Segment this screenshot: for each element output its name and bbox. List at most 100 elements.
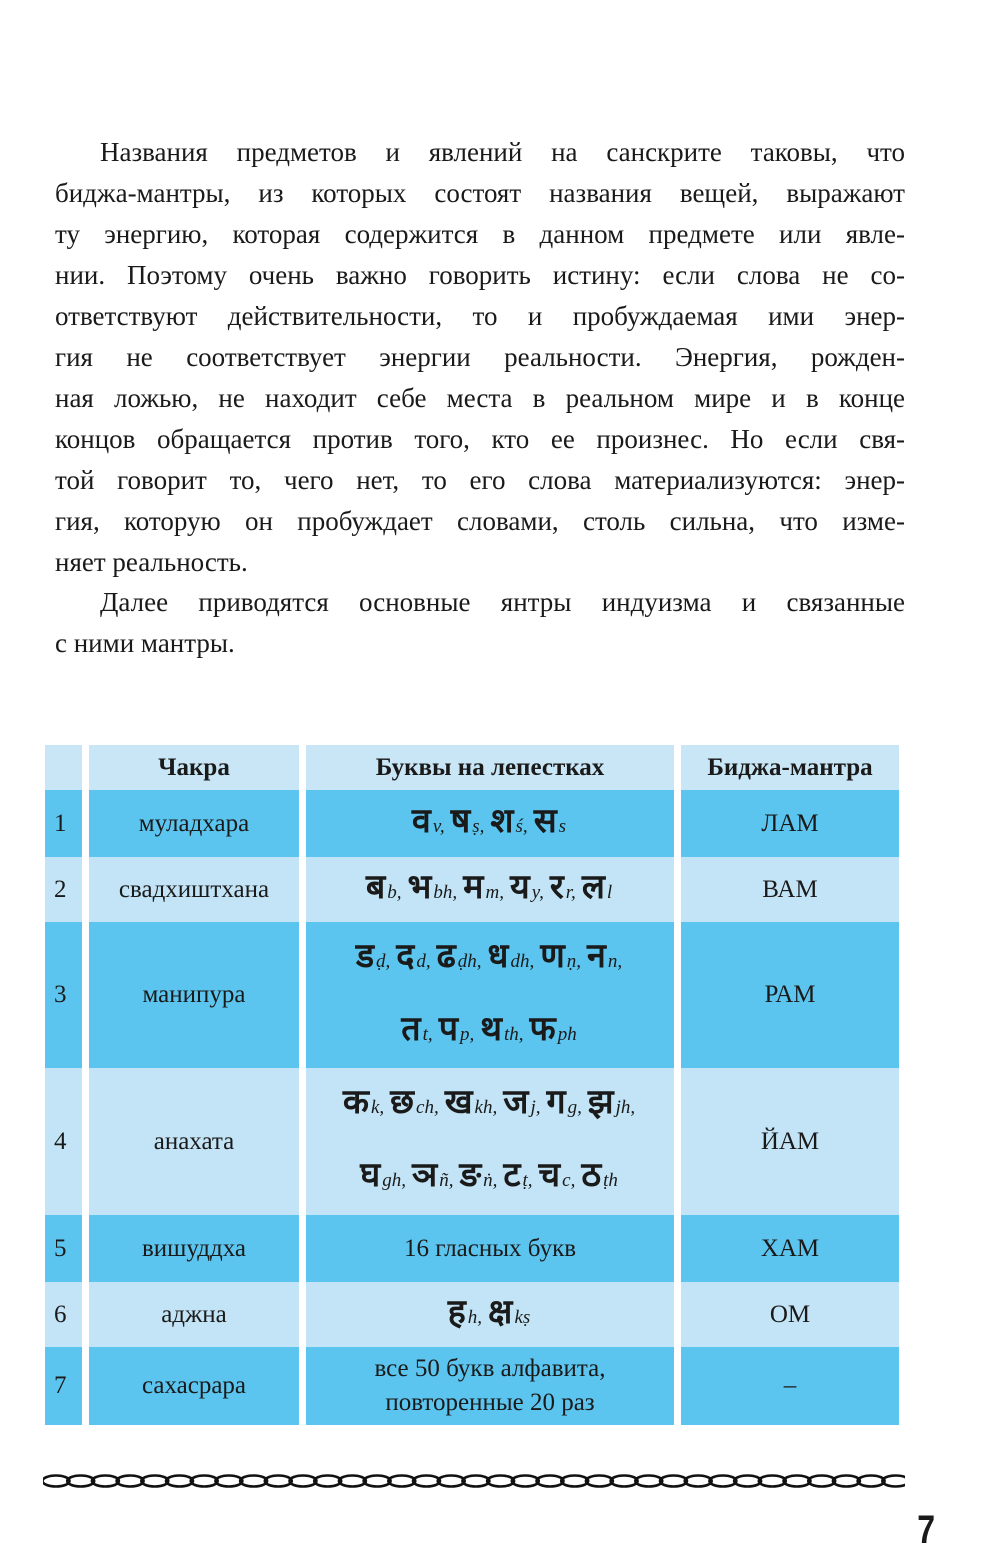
petal-letters: ब b, भ bh, म m, य y, र r, ल l (306, 857, 674, 922)
chain-link (238, 1474, 269, 1488)
chakra-name: муладхара (89, 790, 299, 857)
row-number: 7 (45, 1347, 82, 1425)
transliteration: ṭ, (522, 1170, 533, 1192)
transliteration: c, (562, 1170, 576, 1192)
text-line: ная ложью, не находит себе места в реаль… (55, 383, 905, 413)
chain-link (90, 1474, 121, 1488)
transliteration: ś, (515, 815, 528, 837)
chain-link (411, 1474, 442, 1488)
devanagari-letter: क (342, 1081, 369, 1122)
table-row: 5 вишуддха 16 гласных букв ХАМ (45, 1215, 900, 1282)
transliteration: ḍ, (376, 950, 391, 972)
chain-link (288, 1474, 318, 1488)
devanagari-letter: य (509, 866, 530, 907)
text-line: Далее приводятся основные янтры индуизма… (100, 587, 905, 617)
transliteration: ṇ, (566, 950, 582, 972)
text-line: концов обращается против того, кто ее пр… (55, 424, 905, 454)
devanagari-letter: ङ (459, 1155, 482, 1196)
text-line: няет реальность. (55, 547, 248, 577)
header-number (45, 745, 82, 790)
devanagari-letter: ण (540, 935, 565, 976)
transliteration: kh, (474, 1096, 498, 1118)
chakra-name: вишуддха (89, 1215, 299, 1282)
table-row: 4 анахата क k, छ ch, ख kh, ज j, ग g, झ jh, घ gh, ञ ñ, ङ ṅ, ट… (45, 1068, 900, 1215)
transliteration: k, (370, 1096, 385, 1118)
devanagari-letter: त (401, 1008, 421, 1049)
row-number: 1 (45, 790, 82, 857)
transliteration: n, (607, 950, 623, 972)
transliteration: kṣ (514, 1306, 531, 1328)
chakra-name: манипура (89, 922, 299, 1068)
transliteration: t, (422, 1023, 433, 1045)
devanagari-letter: ष (450, 800, 471, 841)
devanagari-letter: फ (529, 1008, 556, 1049)
transliteration: d, (416, 950, 431, 972)
chain-link (263, 1474, 294, 1488)
devanagari-letter: ग (546, 1081, 566, 1122)
chain-link (461, 1474, 491, 1488)
table-header-row: Чакра Буквы на лепестках Биджа-мантра (45, 745, 900, 790)
devanagari-letter: क्ष (488, 1291, 513, 1332)
devanagari-letter: झ (587, 1081, 614, 1122)
header-chakra: Чакра (89, 745, 299, 790)
transliteration: ṅ, (483, 1170, 498, 1192)
devanagari-letter: र (549, 866, 564, 907)
devanagari-letter: च (538, 1155, 561, 1196)
letter-line: क k, छ ch, ख kh, ज j, ग g, झ jh, (341, 1085, 639, 1125)
transliteration: b, (387, 881, 402, 903)
chain-link (732, 1474, 763, 1488)
paragraph-1: Названия предметов и явлений на санскрит… (55, 132, 905, 583)
transliteration: th, (503, 1023, 524, 1045)
chakra-name: анахата (89, 1068, 299, 1215)
transliteration: ñ, (439, 1170, 454, 1192)
header-mantra: Биджа-мантра (681, 745, 899, 790)
transliteration: r, (565, 881, 576, 903)
chakra-name: свадхиштхана (89, 857, 299, 922)
chakra-name: сахасрара (89, 1347, 299, 1425)
chain-link (584, 1474, 615, 1488)
transliteration: ch, (416, 1096, 439, 1118)
transliteration: ph (557, 1023, 577, 1045)
transliteration: l (606, 881, 613, 903)
devanagari-letter: घ (360, 1155, 381, 1196)
letter-line: त t, प p, थ th, फ ph (399, 1012, 580, 1052)
devanagari-letter: व (411, 800, 431, 841)
chakra-name: аджна (89, 1282, 299, 1347)
row-number: 2 (45, 857, 82, 922)
chain-link (831, 1474, 862, 1488)
letter-line: व v, ष ṣ, श ś, स s (410, 804, 570, 844)
devanagari-letter: थ (480, 1008, 502, 1049)
transliteration: jh, (615, 1096, 636, 1118)
transliteration: y, (531, 881, 544, 903)
devanagari-letter: स (533, 800, 557, 841)
row-number: 6 (45, 1282, 82, 1347)
chain-link (164, 1474, 195, 1488)
chain-link (386, 1474, 417, 1488)
chain-link (436, 1474, 467, 1488)
devanagari-letter: म (463, 866, 484, 907)
page-number: 7 (917, 1508, 935, 1552)
transliteration: j, (530, 1096, 541, 1118)
letters-text: повторенные 20 раз (385, 1389, 595, 1416)
transliteration: ḍh, (457, 950, 482, 972)
text-line: биджа-мантры, из которых состоят названи… (55, 178, 905, 208)
devanagari-letter: ध (487, 935, 509, 976)
petal-letters: क k, छ ch, ख kh, ज j, ग g, झ jh, घ gh, ञ ñ, ङ ṅ, ट ṭ, च c, ठ ṭh (306, 1068, 674, 1215)
chain-link (485, 1474, 516, 1488)
table-row: 2 свадхиштхана ब b, भ bh, म m, य y, र r, ल l ВАМ (45, 857, 900, 922)
devanagari-letter: भ (407, 866, 432, 907)
bija-mantra: ЛАМ (681, 790, 899, 857)
chain-link (633, 1474, 664, 1488)
chain-link (806, 1474, 837, 1488)
devanagari-letter: ह (447, 1291, 466, 1332)
row-number: 3 (45, 922, 82, 1068)
text-line: гия не соответствует энергии реальности.… (55, 342, 905, 372)
text-line: Названия предметов и явлений на санскрит… (100, 137, 905, 167)
petal-letters: ह h, क्ष kṣ (306, 1282, 674, 1347)
header-letters: Буквы на лепестках (306, 745, 674, 790)
chain-link (312, 1474, 343, 1488)
transliteration: bh, (433, 881, 458, 903)
row-number: 4 (45, 1068, 82, 1215)
chain-link (214, 1474, 244, 1488)
